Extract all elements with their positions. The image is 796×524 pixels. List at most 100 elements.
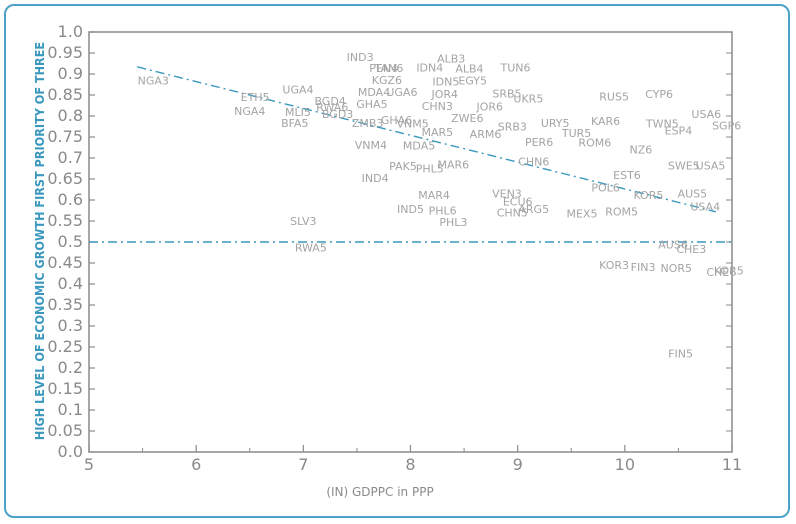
point-label: JOR4 [431, 88, 459, 101]
lines-layer [89, 66, 732, 243]
x-tick-label: 9 [513, 455, 523, 474]
point-label: AUS5 [678, 188, 708, 201]
point-label: CHN3 [422, 100, 453, 113]
point-label: BGD4 [314, 95, 345, 108]
point-label: UGA4 [282, 84, 313, 97]
point-label: NZ6 [630, 144, 653, 157]
y-tick-label: 0.55 [47, 211, 83, 230]
point-label: SWE5 [668, 160, 700, 173]
y-tick-label: 0.85 [47, 85, 83, 104]
y-tick-label: 0.0 [58, 442, 83, 461]
y-tick-label: 0.1 [58, 400, 83, 419]
point-label: MDA5 [403, 139, 435, 152]
point-label: ROM6 [578, 136, 611, 149]
point-label: TWN5 [645, 118, 679, 131]
point-label: VNM5 [397, 118, 429, 131]
point-label: NOR5 [661, 262, 693, 275]
x-tick-label: 5 [84, 455, 94, 474]
point-label: CYP6 [645, 88, 673, 101]
point-label: IDN4 [416, 62, 443, 75]
point-label: RUS5 [599, 90, 629, 103]
point-label: PEN4 [369, 62, 398, 75]
point-label: CHN5 [497, 207, 528, 220]
point-label: AUS6 [658, 239, 688, 252]
y-tick-label: 0.5 [58, 232, 83, 251]
point-label: NGA3 [138, 74, 169, 87]
point-label: ZWE6 [451, 112, 483, 125]
point-label: RWA6 [316, 101, 348, 114]
point-label: MAR6 [438, 159, 470, 172]
point-label: IND4 [362, 172, 389, 185]
y-tick-label: 0.4 [58, 274, 83, 293]
point-label: ETH5 [241, 91, 270, 104]
y-tick-label: 1.0 [58, 22, 83, 41]
x-tick-label: 7 [298, 455, 308, 474]
point-label: IND3 [347, 51, 374, 64]
point-label: ECU6 [503, 195, 533, 208]
chart-frame [4, 4, 790, 518]
point-label: GHA6 [381, 114, 412, 127]
y-tick-label: 0.25 [47, 337, 83, 356]
y-tick-label: 0.45 [47, 253, 83, 272]
point-label: UGA6 [386, 86, 417, 99]
point-label: ESP4 [665, 125, 693, 138]
point-label: SRB5 [492, 88, 521, 101]
point-label: MDA4 [358, 86, 390, 99]
point-label: NGA4 [234, 105, 265, 118]
y-tick-label: 0.2 [58, 358, 83, 377]
point-label: USA6 [691, 108, 721, 121]
point-label: EST6 [613, 169, 641, 182]
y-tick-label: 0.35 [47, 295, 83, 314]
point-label: PHL5 [416, 163, 444, 176]
y-tick-label: 0.15 [47, 379, 83, 398]
point-label: USA4 [690, 201, 720, 214]
point-label: SRB3 [498, 121, 527, 134]
y-tick-label: 0.6 [58, 190, 83, 209]
point-label: PHL6 [429, 205, 457, 218]
point-label: PHL3 [439, 216, 467, 229]
y-tick-label: 0.8 [58, 106, 83, 125]
point-label: MAR5 [421, 126, 453, 139]
y-tick-label: 0.7 [58, 148, 83, 167]
point-label: KOR5 [633, 189, 663, 202]
y-tick-label: 0.95 [47, 43, 83, 62]
y-tick-label: 0.3 [58, 316, 83, 335]
y-tick-label: 0.75 [47, 127, 83, 146]
point-label: MAR4 [418, 189, 450, 202]
point-label: KOR5 [714, 265, 744, 278]
point-label: CHE6 [706, 266, 736, 279]
point-label: MEX5 [566, 207, 597, 220]
point-label: KAR6 [591, 115, 620, 128]
point-label: VNM4 [355, 139, 387, 152]
point-label: EGY5 [458, 75, 487, 88]
point-label: GHA5 [356, 98, 387, 111]
point-label: ARM6 [470, 128, 502, 141]
point-label: FIN3 [631, 261, 656, 274]
point-label: USA5 [696, 160, 726, 173]
point-label: SLV3 [290, 215, 316, 228]
point-label: IND5 [397, 203, 424, 216]
point-label: RWA5 [295, 241, 327, 254]
y-axis-label: HIGH LEVEL OF ECONOMIC GROWTH FIRST PRIO… [32, 42, 47, 440]
y-tick-label: 0.65 [47, 169, 83, 188]
point-label: ARG5 [518, 203, 549, 216]
point-label: PER6 [525, 136, 553, 149]
point-label: ALB3 [437, 52, 465, 65]
fit-line [137, 66, 717, 213]
x-tick-label: 8 [405, 455, 415, 474]
x-tick-label: 10 [615, 455, 635, 474]
y-tick-label: 0.05 [47, 421, 83, 440]
point-label: BGD3 [322, 108, 353, 121]
point-label: CHN6 [518, 155, 549, 168]
point-label: PAK5 [389, 160, 417, 173]
x-tick-label: 6 [191, 455, 201, 474]
point-label: MLI5 [285, 106, 311, 119]
x-tick-label: 11 [722, 455, 742, 474]
x-axis-label: (IN) GDPPC in PPP [326, 485, 433, 499]
point-label: TAN6 [374, 62, 404, 75]
point-label: BFA5 [281, 117, 308, 130]
y-tick-label: 0.9 [58, 64, 83, 83]
point-label: UKR5 [513, 92, 543, 105]
point-label: TUN6 [500, 62, 531, 75]
